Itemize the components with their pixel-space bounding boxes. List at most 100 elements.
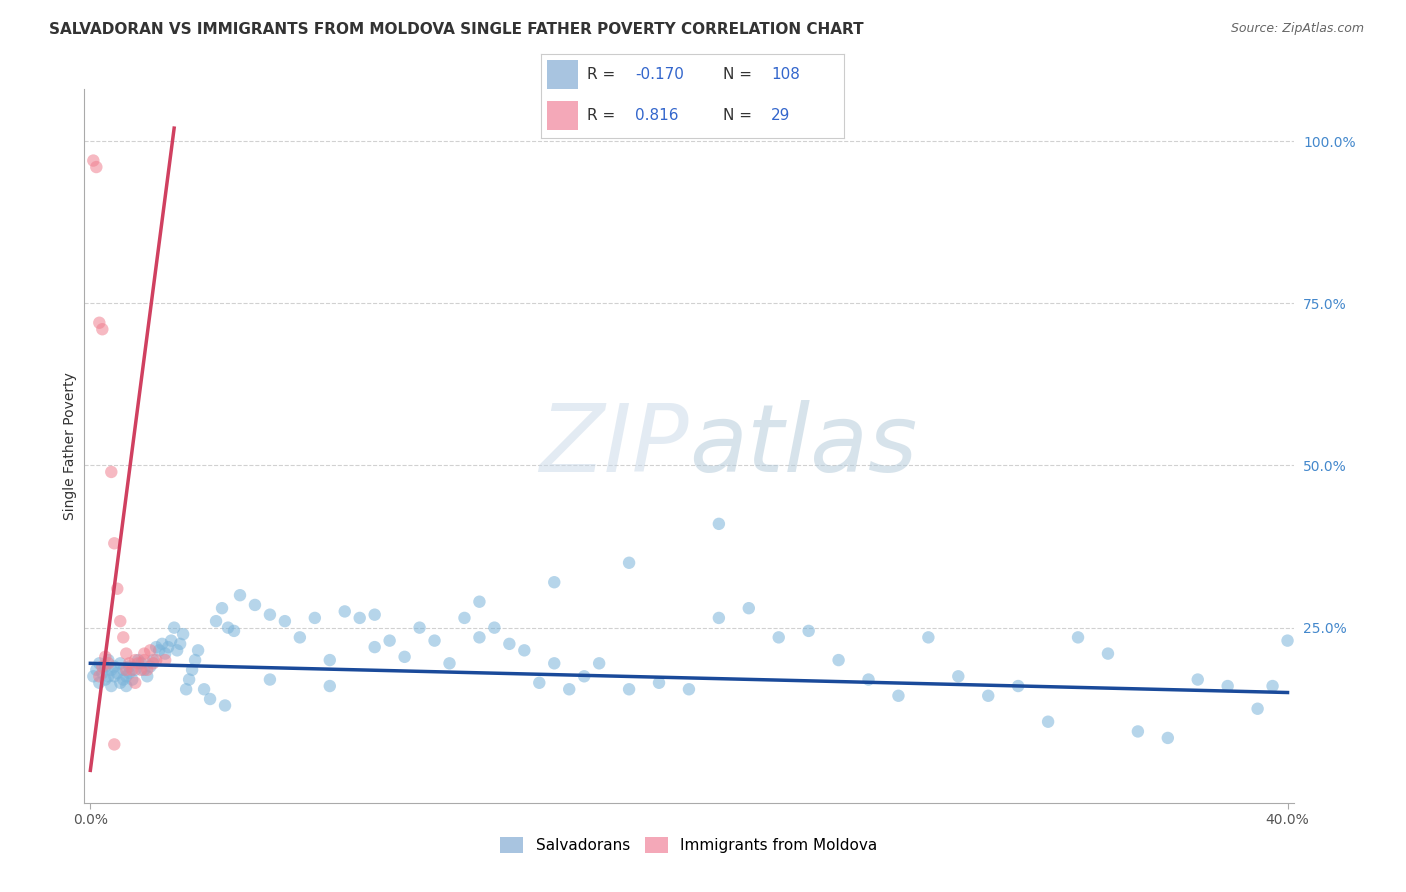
- Text: 108: 108: [770, 67, 800, 82]
- Point: [858, 673, 880, 687]
- Text: SALVADORAN VS IMMIGRANTS FROM MOLDOVA SINGLE FATHER POVERTY CORRELATION CHART: SALVADORAN VS IMMIGRANTS FROM MOLDOVA SI…: [49, 22, 863, 37]
- Point: [363, 640, 385, 654]
- Point: [112, 663, 135, 677]
- Point: [169, 637, 191, 651]
- Point: [97, 669, 120, 683]
- Point: [333, 604, 356, 618]
- Text: N =: N =: [723, 108, 756, 123]
- Point: [558, 682, 581, 697]
- Point: [100, 663, 122, 677]
- Point: [124, 663, 146, 677]
- Point: [103, 536, 125, 550]
- Point: [977, 689, 1000, 703]
- Point: [134, 647, 156, 661]
- Point: [259, 673, 281, 687]
- Point: [129, 657, 152, 671]
- Point: [91, 659, 114, 673]
- Point: [827, 653, 849, 667]
- Point: [439, 657, 461, 671]
- Point: [115, 663, 138, 677]
- Point: [150, 637, 173, 651]
- Point: [115, 669, 138, 683]
- Point: [103, 738, 125, 752]
- Point: [1261, 679, 1284, 693]
- Point: [187, 643, 209, 657]
- Point: [617, 556, 640, 570]
- Point: [1036, 714, 1059, 729]
- Point: [205, 614, 228, 628]
- Point: [112, 631, 135, 645]
- Point: [198, 692, 221, 706]
- Point: [163, 621, 186, 635]
- Point: [468, 595, 491, 609]
- Point: [887, 689, 910, 703]
- Point: [948, 669, 970, 683]
- Point: [142, 653, 165, 667]
- Point: [160, 633, 183, 648]
- Point: [349, 611, 371, 625]
- Point: [217, 621, 239, 635]
- Point: [89, 669, 111, 683]
- Point: [1067, 631, 1090, 645]
- Point: [121, 673, 143, 687]
- Point: [139, 659, 162, 673]
- Point: [97, 653, 120, 667]
- Point: [110, 657, 132, 671]
- Point: [91, 322, 114, 336]
- Point: [738, 601, 761, 615]
- Point: [378, 633, 401, 648]
- Point: [797, 624, 820, 638]
- Y-axis label: Single Father Poverty: Single Father Poverty: [63, 372, 77, 520]
- Point: [1007, 679, 1029, 693]
- Point: [136, 669, 159, 683]
- Point: [617, 682, 640, 697]
- Point: [319, 679, 342, 693]
- Point: [105, 582, 128, 596]
- Point: [174, 682, 197, 697]
- Point: [129, 663, 152, 677]
- Text: 0.816: 0.816: [636, 108, 679, 123]
- Point: [468, 631, 491, 645]
- Point: [94, 649, 117, 664]
- Point: [1246, 702, 1268, 716]
- Text: 29: 29: [770, 108, 790, 123]
- Point: [193, 682, 215, 697]
- Point: [229, 588, 252, 602]
- Text: atlas: atlas: [689, 401, 917, 491]
- Point: [394, 649, 416, 664]
- Point: [89, 316, 111, 330]
- Point: [100, 679, 122, 693]
- Point: [1126, 724, 1149, 739]
- Point: [148, 643, 170, 657]
- Point: [157, 640, 180, 654]
- Point: [1187, 673, 1209, 687]
- Point: [142, 657, 165, 671]
- Text: R =: R =: [586, 108, 620, 123]
- Text: ZIP: ZIP: [540, 401, 689, 491]
- Point: [529, 675, 551, 690]
- Point: [82, 669, 104, 683]
- Point: [181, 663, 204, 677]
- Point: [153, 653, 176, 667]
- Point: [243, 598, 266, 612]
- Point: [274, 614, 297, 628]
- Bar: [547, 61, 578, 89]
- Point: [572, 669, 595, 683]
- Point: [172, 627, 194, 641]
- Point: [543, 575, 565, 590]
- Point: [707, 516, 730, 531]
- Point: [100, 465, 122, 479]
- Bar: [547, 101, 578, 130]
- Point: [917, 631, 939, 645]
- Point: [127, 657, 149, 671]
- Point: [94, 659, 117, 673]
- Point: [153, 647, 176, 661]
- Point: [118, 659, 141, 673]
- Point: [124, 653, 146, 667]
- Point: [363, 607, 385, 622]
- Point: [166, 643, 188, 657]
- Point: [145, 640, 167, 654]
- Point: [423, 633, 446, 648]
- Point: [304, 611, 326, 625]
- Point: [1216, 679, 1239, 693]
